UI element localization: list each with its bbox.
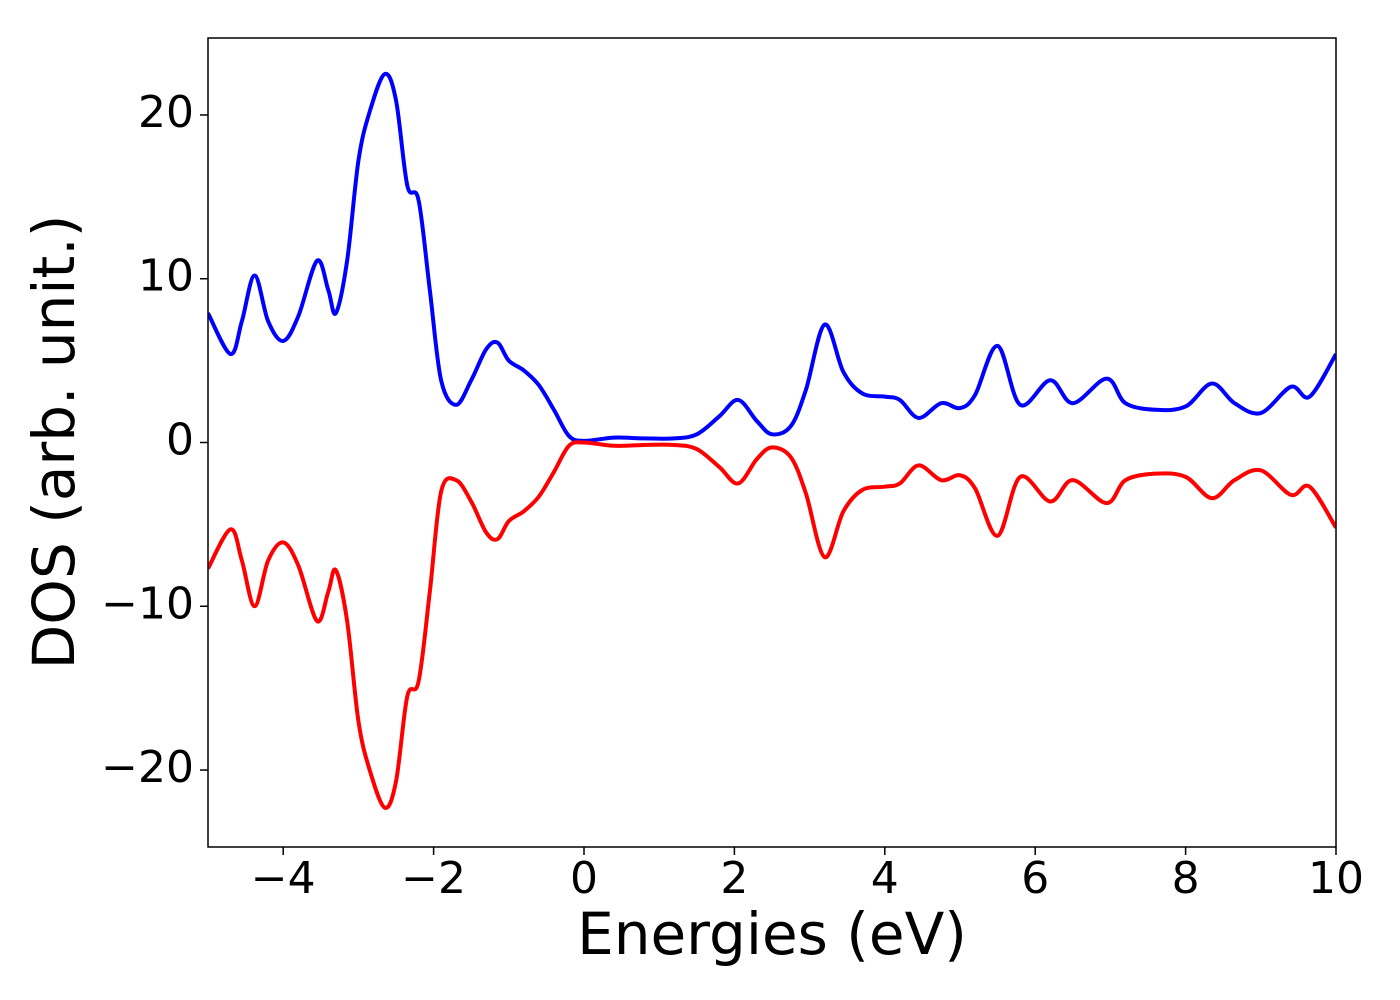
line-series	[208, 71, 1336, 443]
x-tick-label: −4	[251, 853, 316, 904]
y-tick-label: −20	[101, 742, 194, 793]
y-axis-label: DOS (arb. unit.)	[20, 215, 88, 670]
line-series	[208, 440, 1336, 810]
y-tick-label: 0	[166, 415, 194, 466]
x-axis-label: Energies (eV)	[577, 900, 967, 968]
y-tick-label: 20	[138, 87, 194, 138]
plot-frame	[207, 37, 1337, 848]
x-tick-label: 8	[1172, 853, 1200, 904]
x-tick-label: 6	[1021, 853, 1049, 904]
x-tick-label: −2	[401, 853, 466, 904]
x-tick-label: 0	[570, 853, 598, 904]
x-tick-label: 4	[871, 853, 899, 904]
y-tick-label: 10	[138, 251, 194, 302]
y-tick-label: −10	[101, 578, 194, 629]
x-tick-label: 10	[1308, 853, 1364, 904]
x-tick-label: 2	[720, 853, 748, 904]
